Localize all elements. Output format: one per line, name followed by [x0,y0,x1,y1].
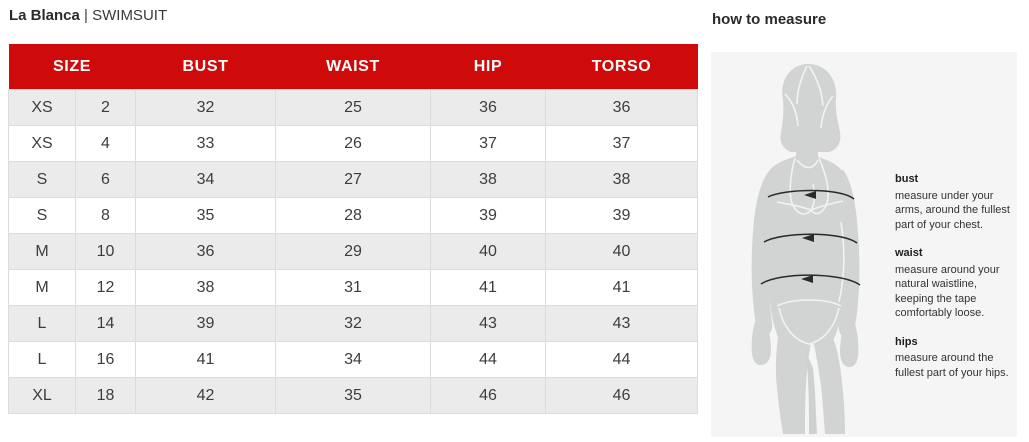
cell-size-number: 10 [75,233,136,270]
cell-hip: 44 [430,341,546,378]
cell-torso: 40 [545,233,698,270]
cell-size-number: 14 [75,305,136,342]
measure-illustration-box: bust measure under your arms, around the… [711,52,1017,437]
measure-note-bust-label: bust [895,173,919,185]
measure-note-bust-text: measure under your arms, around the full… [895,189,1010,231]
cell-torso: 39 [545,197,698,234]
cell-size-letter: M [8,269,76,306]
cell-torso: 41 [545,269,698,306]
product-category: SWIMSUIT [92,7,168,24]
title-separator: | [79,7,93,24]
cell-hip: 38 [430,161,546,198]
page-title: La Blanca | SWIMSUIT [9,6,167,25]
cell-bust: 42 [135,377,276,414]
brand-name: La Blanca [9,7,80,24]
female-body-silhouette-icon [721,52,891,437]
measure-note-hips-label: hips [895,335,918,348]
cell-hip: 39 [430,197,546,234]
table-row: XS 2 32 25 36 36 [8,89,698,126]
cell-waist: 34 [275,341,431,378]
cell-bust: 36 [135,233,276,270]
cell-bust: 34 [135,161,276,198]
size-chart-table: SIZE BUST WAIST HIP TORSO XS 2 32 25 36 36 XS 4… [8,44,698,414]
measure-note-hips-text: measure around the fullest part of your … [895,352,1009,379]
cell-size-letter: XS [8,89,76,126]
table-header-row: SIZE BUST WAIST HIP TORSO [8,44,698,90]
how-to-measure-panel: how to measure [705,0,1029,437]
cell-size-number: 16 [75,341,136,378]
table-row: L 14 39 32 43 43 [8,305,698,342]
table-row: L 16 41 34 44 44 [8,341,698,378]
table-row: XL 18 42 35 46 46 [8,377,698,414]
measure-note-waist: waist measure around your natural waistl… [895,246,1010,321]
cell-size-letter: L [8,341,76,378]
cell-waist: 35 [275,377,431,414]
cell-waist: 28 [275,197,431,234]
cell-size-letter: S [8,161,76,198]
table-row: M 10 36 29 40 40 [8,233,698,270]
cell-torso: 37 [545,125,698,162]
measure-note-waist-text: measure around your natural waistline, k… [895,263,1000,320]
measure-note-bust: bust measure under your arms, around the… [895,172,1010,232]
cell-size-number: 2 [75,89,136,126]
cell-hip: 46 [430,377,546,414]
cell-torso: 36 [545,89,698,126]
size-chart-panel: La Blanca | SWIMSUIT SIZE BUST WAIST HIP… [8,6,698,414]
column-header-waist: WAIST [275,44,431,90]
cell-bust: 39 [135,305,276,342]
cell-hip: 41 [430,269,546,306]
how-to-measure-title: how to measure [712,11,827,28]
column-header-torso: TORSO [545,44,698,90]
measure-note-hips: hips measure around the fullest part of … [895,335,1010,381]
cell-bust: 35 [135,197,276,234]
cell-torso: 46 [545,377,698,414]
cell-bust: 41 [135,341,276,378]
cell-hip: 36 [430,89,546,126]
column-header-bust: BUST [135,44,276,90]
cell-size-number: 6 [75,161,136,198]
cell-torso: 43 [545,305,698,342]
cell-hip: 40 [430,233,546,270]
cell-hip: 43 [430,305,546,342]
cell-torso: 44 [545,341,698,378]
cell-bust: 32 [135,89,276,126]
column-header-hip: HIP [430,44,546,90]
column-header-size: SIZE [8,44,136,90]
table-row: XS 4 33 26 37 37 [8,125,698,162]
cell-size-number: 12 [75,269,136,306]
cell-size-number: 18 [75,377,136,414]
cell-bust: 33 [135,125,276,162]
cell-size-letter: XL [8,377,76,414]
cell-size-letter: XS [8,125,76,162]
cell-size-number: 8 [75,197,136,234]
table-header: SIZE BUST WAIST HIP TORSO [8,44,698,90]
cell-size-letter: L [8,305,76,342]
cell-waist: 25 [275,89,431,126]
cell-hip: 37 [430,125,546,162]
cell-waist: 32 [275,305,431,342]
table-body: XS 2 32 25 36 36 XS 4 33 26 37 37 S 6 34 27 38 38 S 8 35 28 39… [8,89,698,414]
measure-note-waist-label: waist [895,247,923,259]
table-row: S 6 34 27 38 38 [8,161,698,198]
cell-waist: 31 [275,269,431,306]
cell-waist: 29 [275,233,431,270]
cell-size-letter: S [8,197,76,234]
cell-waist: 26 [275,125,431,162]
cell-torso: 38 [545,161,698,198]
cell-size-number: 4 [75,125,136,162]
cell-bust: 38 [135,269,276,306]
measure-notes-list: bust measure under your arms, around the… [895,172,1010,380]
table-row: M 12 38 31 41 41 [8,269,698,306]
table-row: S 8 35 28 39 39 [8,197,698,234]
cell-size-letter: M [8,233,76,270]
cell-waist: 27 [275,161,431,198]
